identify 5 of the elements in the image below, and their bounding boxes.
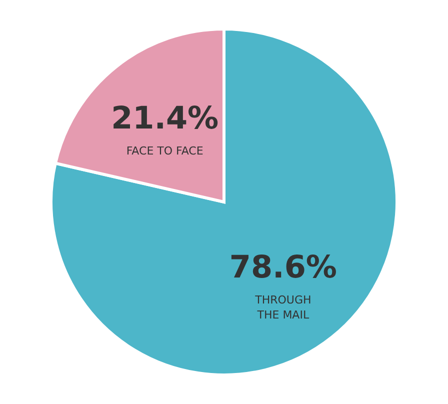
slice-label: FACE TO FACE bbox=[126, 144, 204, 158]
data-label: 21.4% bbox=[111, 100, 219, 137]
data-label: 78.6% bbox=[229, 249, 337, 286]
pie-slice bbox=[50, 28, 398, 376]
slice-label: THROUGH THE MAIL bbox=[254, 293, 312, 322]
